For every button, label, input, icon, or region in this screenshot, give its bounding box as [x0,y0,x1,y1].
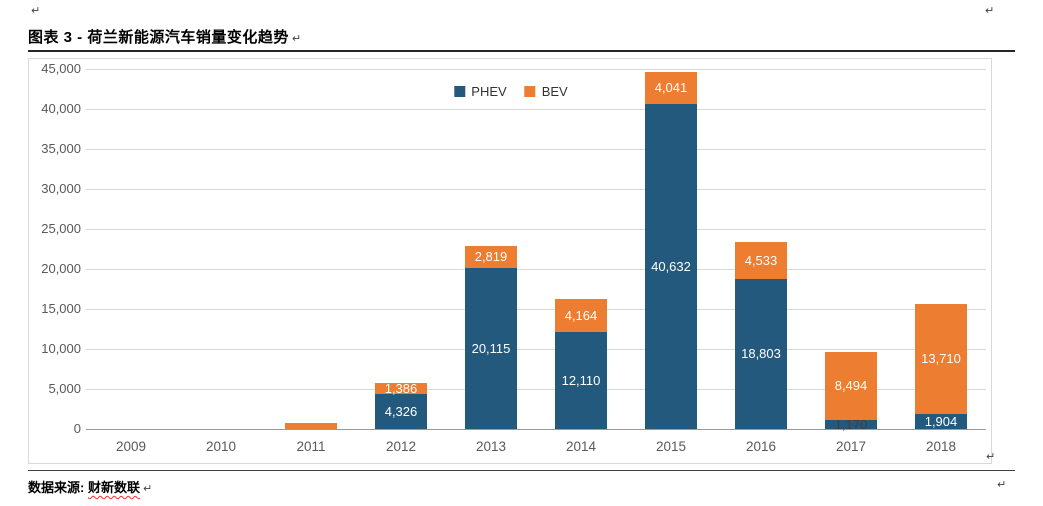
legend-swatch-bev [524,86,536,97]
bar-segment-phev-2017: 1,170 [825,416,877,432]
data-label: 18,803 [741,346,781,362]
legend-swatch-phev [454,86,466,97]
footer-divider [28,470,1015,471]
gridline [86,69,986,70]
bar-segment-bev-2018: 13,710 [915,304,967,414]
y-axis-tick-label: 40,000 [41,101,81,116]
data-label: 4,164 [564,307,598,323]
data-label: 8,494 [834,378,868,394]
gridline [86,149,986,150]
paragraph-mark: ↵ [986,451,996,463]
bar-segment-phev-2016: 18,803 [735,278,787,429]
y-axis-tick-label: 10,000 [41,341,81,356]
y-axis-tick-label: 30,000 [41,181,81,196]
paragraph-mark: ↵ [142,483,153,495]
data-label: 12,110 [561,373,601,389]
data-label: 20,115 [471,341,511,357]
paragraph-mark: ↵ [997,479,1007,491]
gridline [86,109,986,110]
y-axis-tick-label: 35,000 [41,141,81,156]
bar-segment-bev-2016: 4,533 [735,242,787,279]
data-label: 4,326 [384,404,418,420]
x-axis-line [86,429,986,430]
y-axis-tick-label: 45,000 [41,61,81,76]
data-label: 4,041 [654,80,688,96]
data-label: 1,904 [924,413,958,429]
x-axis-category-label: 2015 [655,439,687,454]
gridline [86,189,986,190]
bar-segment-bev-2012: 1,386 [375,381,427,397]
bar-segment-phev-2015: 40,632 [645,103,697,429]
bar-segment-bev-2017: 8,494 [825,351,877,420]
figure-title: 图表 3 - 荷兰新能源汽车销量变化趋势 [28,29,289,46]
x-axis-category-label: 2013 [475,439,507,454]
legend-item-phev: PHEV [454,84,507,99]
x-axis-category-label: 2014 [565,439,597,454]
y-axis-tick-label: 20,000 [41,261,81,276]
x-axis-category-label: 2016 [745,439,777,454]
data-label: 4,533 [744,252,778,268]
title-divider [28,50,1015,52]
data-label: 1,386 [384,381,418,397]
x-axis-category-label: 2017 [835,439,867,454]
legend-item-bev: BEV [524,84,568,99]
bar-segment-phev-2012: 4,326 [375,394,427,429]
gridline [86,349,986,350]
data-source-prefix: 数据来源: [28,480,85,495]
paragraph-mark: ↵ [31,5,41,17]
x-axis-category-label: 2009 [115,439,147,454]
data-source-name: 财新数联 [87,480,140,495]
bar-segment-bev-2014: 4,164 [555,298,607,333]
y-axis-tick-label: 25,000 [41,221,81,236]
gridline [86,269,986,270]
bar-segment-bev-2013: 2,819 [465,245,517,269]
legend-label-phev: PHEV [471,84,507,99]
chart-legend: PHEV BEV [454,84,568,99]
bar-segment-phev-2018: 1,904 [915,413,967,429]
x-axis-category-label: 2012 [385,439,417,454]
nev-sales-stacked-bar-chart: PHEV BEV 0 5,000 10,000 15,000 20,000 25,000 30… [28,58,992,464]
y-axis-tick-label: 15,000 [41,301,81,316]
data-label: 13,710 [921,351,961,367]
bar-segment-bev-2015: 4,041 [645,71,697,104]
data-label: 40,632 [651,258,691,274]
legend-label-bev: BEV [541,84,568,99]
figure-title-row: 图表 3 - 荷兰新能源汽车销量变化趋势 ↵ [28,26,302,47]
x-axis-category-label: 2011 [296,439,326,454]
bar-segment-phev-2014: 12,110 [555,332,607,429]
x-axis-category-label: 2018 [925,439,957,454]
data-label: 2,819 [474,249,508,265]
x-axis-category-label: 2010 [205,439,237,454]
bar-segment-bev-2011 [285,422,337,429]
bar-segment-phev-2013: 20,115 [465,268,517,429]
y-axis-tick-label: 5,000 [48,381,81,396]
gridline [86,229,986,230]
data-source-row: 数据来源: 财新数联 ↵ [28,477,152,496]
data-label: 1,170 [834,416,868,432]
y-axis-tick-label: 0 [73,421,81,436]
paragraph-mark: ↵ [985,5,995,17]
paragraph-mark: ↵ [291,33,302,45]
gridline [86,309,986,310]
gridline [86,389,986,390]
